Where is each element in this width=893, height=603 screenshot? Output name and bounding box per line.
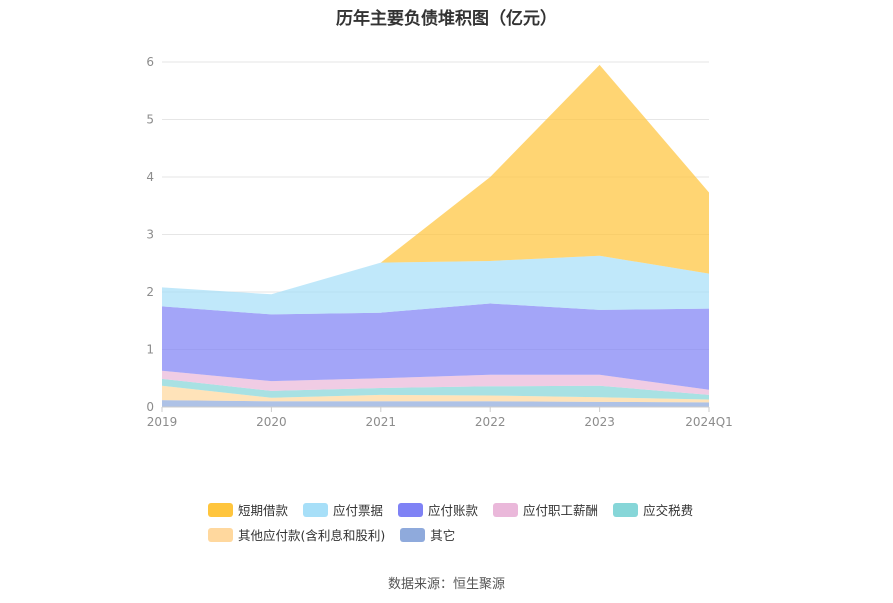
legend-swatch bbox=[493, 502, 519, 517]
legend-swatch bbox=[398, 502, 424, 517]
area-series-应交税费[interactable] bbox=[162, 378, 709, 400]
y-tick-label: 1 bbox=[146, 343, 154, 357]
legend-label: 其他应付款(含利息和股利) bbox=[238, 528, 386, 543]
legend-row: 其他应付款(含利息和股利) 其它 bbox=[208, 522, 728, 547]
y-tick-label: 4 bbox=[146, 170, 154, 184]
x-tick-label: 2021 bbox=[366, 415, 397, 429]
legend-label: 短期借款 bbox=[238, 503, 289, 518]
area-series-其它[interactable] bbox=[162, 400, 709, 407]
y-tick-label: 5 bbox=[146, 113, 154, 127]
area-series-短期借款[interactable] bbox=[162, 64, 709, 295]
legend-item-notes-payable[interactable]: 应付票据 bbox=[303, 500, 383, 519]
legend-item-employee-payable[interactable]: 应付职工薪酬 bbox=[493, 500, 598, 519]
legend-item-short-term-loans[interactable]: 短期借款 bbox=[208, 500, 288, 519]
legend-item-taxes-payable[interactable]: 应交税费 bbox=[613, 500, 693, 519]
y-tick-label: 6 bbox=[146, 55, 154, 69]
y-tick-label: 0 bbox=[146, 400, 154, 414]
area-series-应付职工薪酬[interactable] bbox=[162, 370, 709, 395]
x-tick-label: 2023 bbox=[584, 415, 615, 429]
legend-label: 应付账款 bbox=[428, 503, 479, 518]
area-series bbox=[162, 64, 709, 407]
legend-label: 应交税费 bbox=[643, 503, 694, 518]
data-source-note: 数据来源：恒生聚源 bbox=[387, 577, 505, 592]
legend-item-accounts-payable[interactable]: 应付账款 bbox=[398, 500, 478, 519]
x-tick-label: 2022 bbox=[475, 415, 506, 429]
y-tick-label: 2 bbox=[146, 285, 154, 299]
legend-label: 应付票据 bbox=[333, 503, 384, 518]
legend-swatch bbox=[208, 527, 233, 542]
legend-swatch bbox=[303, 502, 329, 517]
area-series-应付账款[interactable] bbox=[162, 303, 709, 390]
legend-item-others[interactable]: 其它 bbox=[400, 525, 455, 544]
legend-swatch bbox=[613, 502, 639, 517]
legend-swatch bbox=[400, 527, 426, 542]
axes: 0 1 2 3 4 5 6 2019 2020 2021 2022 2023 2024Q1 bbox=[146, 55, 732, 429]
area-series-其他应付款(含利息和股利)[interactable] bbox=[162, 385, 709, 403]
chart-title: 历年主要负债堆积图（亿元） bbox=[336, 9, 557, 29]
x-tick-label: 2020 bbox=[256, 415, 287, 429]
y-tick-label: 3 bbox=[146, 228, 154, 242]
x-tick-label: 2019 bbox=[147, 415, 178, 429]
legend: 短期借款 应付票据 应付账款 应付职工薪酬 应交税费 其他应付款(含利息和股利)… bbox=[208, 497, 728, 547]
legend-item-other-payables[interactable]: 其他应付款(含利息和股利) bbox=[208, 525, 385, 544]
legend-swatch bbox=[208, 502, 233, 517]
legend-row: 短期借款 应付票据 应付账款 应付职工薪酬 应交税费 bbox=[208, 497, 728, 522]
x-tick-label: 2024Q1 bbox=[685, 415, 733, 429]
legend-label: 其它 bbox=[430, 528, 456, 543]
area-series-应付票据[interactable] bbox=[162, 255, 709, 315]
legend-label: 应付职工薪酬 bbox=[523, 503, 599, 518]
